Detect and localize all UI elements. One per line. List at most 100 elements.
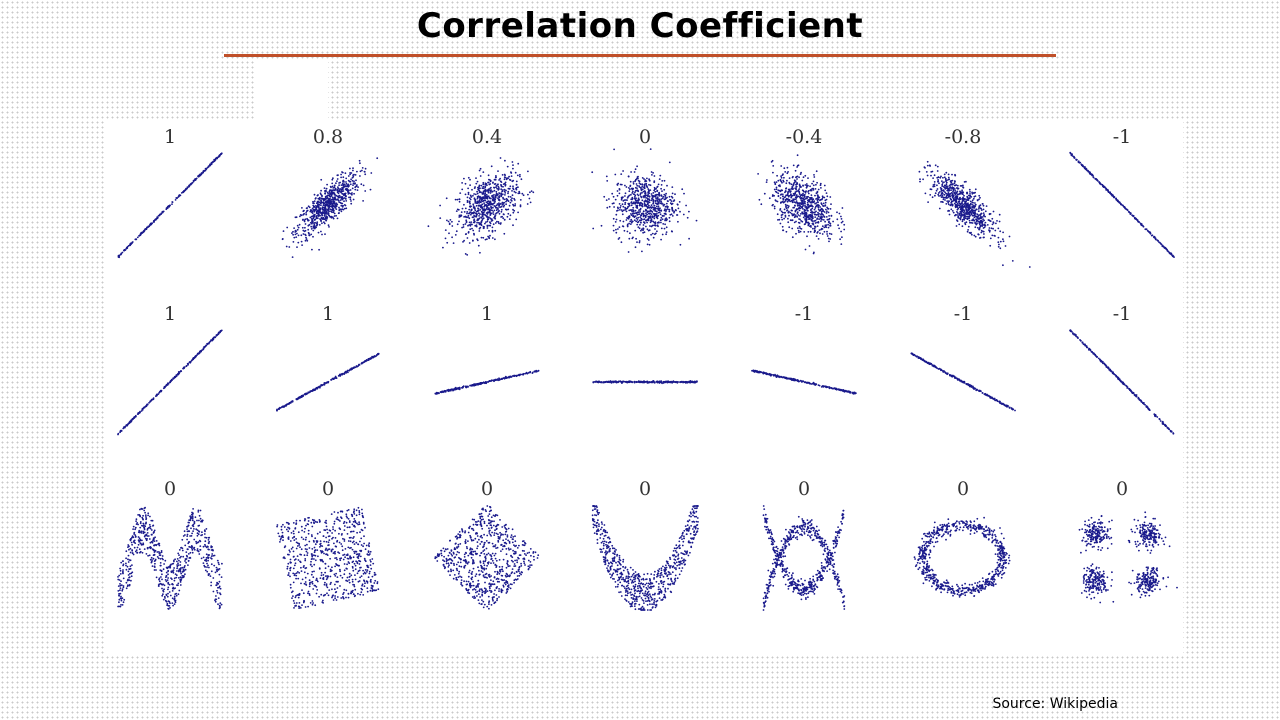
scatter-points — [757, 154, 846, 255]
data-point — [486, 184, 488, 187]
data-point — [794, 180, 797, 182]
data-point — [454, 234, 457, 236]
data-point — [1092, 176, 1095, 179]
data-point — [788, 181, 791, 184]
data-point — [313, 210, 316, 213]
data-point — [980, 209, 983, 211]
data-point — [785, 206, 787, 208]
data-point — [158, 214, 161, 217]
data-point — [513, 190, 516, 193]
data-point — [660, 209, 662, 212]
data-point — [827, 226, 830, 229]
data-point — [638, 240, 641, 242]
data-point — [952, 189, 955, 192]
data-point — [295, 236, 298, 238]
data-point — [832, 220, 834, 223]
data-point — [493, 202, 496, 204]
data-point — [973, 216, 976, 219]
data-point — [994, 235, 996, 237]
data-point — [818, 213, 820, 215]
data-point — [321, 233, 323, 236]
data-point — [328, 206, 330, 209]
data-point — [664, 196, 667, 198]
data-point — [323, 206, 325, 209]
data-point — [340, 173, 342, 176]
data-point — [955, 187, 958, 189]
data-point — [957, 215, 960, 218]
data-point — [627, 175, 630, 178]
data-point — [953, 182, 956, 185]
data-point — [804, 191, 807, 194]
data-point — [325, 210, 327, 213]
data-point — [649, 206, 652, 209]
data-point — [678, 201, 681, 203]
data-point — [799, 185, 802, 188]
data-point — [317, 231, 320, 234]
data-point — [492, 223, 495, 226]
data-point — [488, 224, 490, 227]
data-point — [314, 225, 316, 227]
coefficient-label: 0.4 — [472, 126, 502, 148]
data-point — [185, 187, 187, 190]
data-point — [800, 171, 802, 174]
data-point — [480, 223, 482, 226]
data-point — [976, 226, 979, 229]
data-point — [791, 227, 794, 230]
data-point — [496, 187, 498, 190]
data-point — [337, 190, 340, 193]
data-point — [633, 216, 636, 219]
data-point — [292, 233, 294, 236]
data-point — [653, 216, 655, 218]
data-point — [472, 384, 475, 387]
data-point — [345, 207, 348, 210]
data-point — [634, 203, 637, 205]
data-point — [799, 218, 801, 221]
data-point — [807, 190, 810, 192]
data-point — [328, 226, 330, 228]
data-point — [1073, 156, 1076, 159]
data-point — [641, 177, 644, 179]
coefficient-label: 0.8 — [313, 126, 343, 148]
data-point — [643, 222, 646, 224]
data-point — [505, 189, 507, 192]
data-point — [321, 194, 323, 197]
data-point — [645, 225, 647, 228]
data-point — [485, 221, 487, 223]
data-point — [481, 203, 484, 206]
data-point — [630, 171, 632, 173]
data-point — [654, 214, 657, 217]
data-point — [313, 214, 316, 216]
data-point — [173, 376, 176, 379]
data-point — [507, 212, 510, 215]
data-point — [478, 222, 481, 225]
data-point — [334, 196, 336, 199]
data-point — [1002, 240, 1005, 243]
data-point — [803, 198, 806, 201]
data-point — [483, 194, 486, 196]
data-point — [974, 188, 977, 191]
data-point — [479, 187, 481, 190]
data-point — [954, 214, 956, 217]
data-point — [615, 213, 618, 216]
scatter-points — [918, 160, 1031, 268]
data-point — [485, 195, 487, 198]
data-point — [316, 223, 319, 226]
data-point — [327, 212, 330, 215]
data-point — [460, 214, 462, 216]
data-point — [632, 209, 635, 211]
data-point — [652, 208, 655, 211]
data-point — [1002, 238, 1004, 241]
data-point — [482, 190, 485, 193]
data-point — [1075, 158, 1078, 161]
data-point — [814, 226, 817, 228]
data-point — [992, 210, 995, 213]
data-point — [334, 198, 337, 201]
data-point — [956, 214, 958, 216]
coefficient-label: -0.8 — [945, 126, 982, 148]
data-point — [215, 335, 218, 337]
data-point — [647, 217, 650, 220]
data-point — [786, 172, 789, 175]
data-point — [938, 195, 940, 197]
data-point — [977, 233, 980, 236]
data-point — [643, 178, 645, 180]
